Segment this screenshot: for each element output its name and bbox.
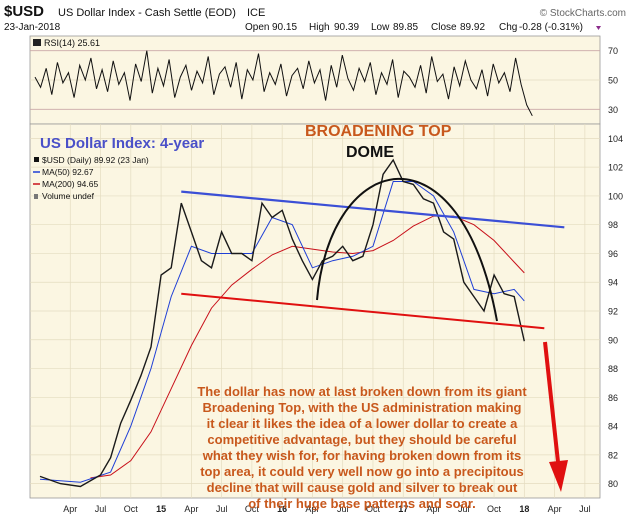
ma50-line: [39, 181, 525, 483]
x-tick-label: Oct: [245, 504, 260, 514]
x-tick-label: 15: [156, 504, 166, 514]
lower-trendline: [181, 292, 545, 330]
commentary-line-2: Broadening Top, with the US administrati…: [203, 400, 522, 415]
rsi-ticks: 70 50 30: [608, 46, 618, 115]
x-tick-label: Oct: [366, 504, 381, 514]
high-label: High: [309, 22, 330, 33]
chg-value: -0.28 (-0.31%): [519, 22, 583, 33]
watermark: © StockCharts.com: [540, 8, 626, 19]
upper-trendline: [181, 190, 565, 229]
y-tick-label: 82: [608, 450, 618, 460]
x-tick-label: 17: [398, 504, 408, 514]
commentary-line-4: competitive advantage, but they should b…: [207, 432, 516, 447]
price-grid: [30, 124, 600, 498]
high-value: 90.39: [334, 22, 359, 33]
date: 23-Jan-2018: [4, 22, 61, 33]
commentary-line-8: of their huge base patterns and soar.: [248, 496, 476, 511]
low-value: 89.85: [393, 22, 418, 33]
dome-label: DOME: [346, 144, 394, 161]
rsi-label: RSI(14) 25.61: [44, 38, 100, 48]
dropdown-icon[interactable]: [596, 26, 601, 30]
dome-arc: [316, 177, 498, 322]
y-tick-label: 104: [608, 134, 623, 144]
x-tick-label: Apr: [63, 504, 77, 514]
broadening-top-label: BROADENING TOP: [305, 123, 452, 140]
rsi-tick-label: 30: [608, 105, 618, 115]
open-value: 90.15: [272, 22, 297, 33]
y-tick-label: 86: [608, 393, 618, 403]
x-tick-label: Apr: [305, 504, 319, 514]
price-line: [39, 158, 525, 488]
low-label: Low: [371, 22, 390, 33]
down-arrow: [543, 341, 568, 492]
y-tick-label: 92: [608, 307, 618, 317]
legend-ma50: MA(50) 92.67: [42, 167, 94, 177]
y-tick-label: 98: [608, 220, 618, 230]
legend-volume-swatch: [34, 194, 38, 199]
x-axis-ticks: Apr Jul Oct 15 Apr Jul Oct 16 Apr Jul Oct 17 Apr Jul O…: [63, 504, 590, 514]
close-label: Close: [431, 22, 457, 33]
y-tick-label: 102: [608, 163, 623, 173]
x-tick-label: Oct: [124, 504, 139, 514]
y-tick-label: 96: [608, 249, 618, 259]
commentary: The dollar has now at last broken down f…: [197, 384, 527, 511]
commentary-line-7: decline that will cause gold and silver …: [207, 480, 518, 495]
x-tick-label: Oct: [487, 504, 502, 514]
x-tick-label: Jul: [337, 504, 349, 514]
rsi-tick-label: 70: [608, 46, 618, 56]
y-tick-label: 88: [608, 364, 618, 374]
legend-ma200: MA(200) 94.65: [42, 179, 98, 189]
instrument-name: US Dollar Index - Cash Settle (EOD): [58, 7, 236, 19]
x-tick-label: Jul: [458, 504, 470, 514]
legend-volume: Volume undef: [42, 191, 95, 201]
commentary-line-1: The dollar has now at last broken down f…: [197, 384, 527, 399]
x-tick-label: 16: [277, 504, 287, 514]
rsi-tick-label: 50: [608, 76, 618, 86]
commentary-line-3: it clear it likes the idea of a lower do…: [207, 416, 518, 431]
rsi-grid: [30, 50, 600, 110]
rsi-swatch: [33, 39, 41, 46]
x-tick-label: 18: [519, 504, 529, 514]
commentary-line-5: what they wish for, for having broken do…: [202, 448, 522, 463]
x-tick-label: Jul: [579, 504, 591, 514]
close-value: 89.92: [460, 22, 485, 33]
x-tick-label: Apr: [184, 504, 198, 514]
ohlc-readout: Open 90.15 High 90.39 Low 89.85 Close 89…: [245, 22, 583, 33]
x-tick-label: Apr: [548, 504, 562, 514]
y-tick-label: 80: [608, 479, 618, 489]
y-tick-label: 90: [608, 335, 618, 345]
legend-price: $USD (Daily) 89.92 (23 Jan): [42, 155, 149, 165]
commentary-line-6: top area, it could very well now go into…: [200, 464, 524, 479]
x-tick-label: Jul: [216, 504, 228, 514]
legend: $USD (Daily) 89.92 (23 Jan) MA(50) 92.67…: [33, 155, 149, 201]
open-label: Open: [245, 22, 269, 33]
x-tick-label: Apr: [427, 504, 441, 514]
y-axis-ticks: 104 102 100 98 96 94 92 90 88 86 84 82 80: [608, 134, 623, 489]
y-tick-label: 94: [608, 278, 618, 288]
symbol: $USD: [4, 3, 44, 20]
chg-label: Chg: [499, 22, 517, 33]
y-tick-label: 84: [608, 422, 618, 432]
legend-price-swatch: [34, 157, 39, 162]
exchange: ICE: [247, 7, 265, 19]
y-tick-label: 100: [608, 191, 623, 201]
panel-title: US Dollar Index: 4-year: [40, 135, 204, 152]
rsi-line: [34, 50, 533, 117]
x-tick-label: Jul: [95, 504, 107, 514]
